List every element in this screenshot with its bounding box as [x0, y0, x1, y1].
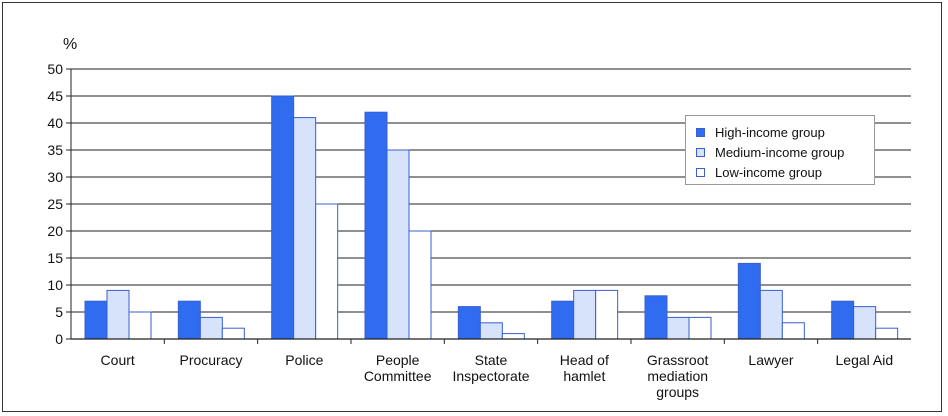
x-tick-label: State [475, 352, 508, 368]
y-tick-label: 40 [47, 115, 63, 131]
legend: High-income group Medium-income group Lo… [685, 115, 875, 185]
bar [386, 149, 410, 340]
bar [875, 327, 899, 340]
y-axis-ticks: 0 5 10 15 20 25 30 35 40 45 50 [47, 61, 72, 347]
bars [84, 95, 899, 340]
bar [177, 300, 201, 340]
legend-label-low: Low-income group [715, 164, 822, 180]
x-tick-label: Head of [560, 352, 609, 368]
bar [106, 289, 130, 340]
y-axis-label: % [63, 36, 77, 53]
x-tick-label: hamlet [563, 368, 605, 384]
y-tick-label: 10 [47, 277, 63, 293]
y-tick-label: 45 [47, 88, 63, 104]
x-tick-label: groups [656, 384, 699, 400]
legend-item-low: Low-income group [696, 162, 874, 182]
legend-label-high: High-income group [715, 124, 825, 140]
y-tick-label: 35 [47, 142, 63, 158]
chart-frame: % 0 5 10 15 20 25 30 35 40 45 50 Court Procuracy Pol… [2, 2, 942, 412]
legend-item-medium: Medium-income group [696, 142, 874, 162]
bar [364, 111, 388, 340]
bar [759, 289, 783, 340]
bar [666, 316, 690, 340]
bar [781, 322, 805, 340]
y-tick-label: 30 [47, 169, 63, 185]
x-tick-label: Court [101, 352, 135, 368]
bar [688, 316, 712, 340]
bar [831, 300, 855, 340]
y-tick-label: 50 [47, 61, 63, 77]
x-tick-label: mediation [647, 368, 708, 384]
bar [315, 203, 339, 340]
gridlines [71, 68, 911, 340]
y-tick-label: 5 [55, 304, 63, 320]
x-tick-label: Procuracy [179, 352, 242, 368]
bar [408, 230, 432, 340]
x-tick-label: Police [285, 352, 323, 368]
bar [853, 306, 877, 340]
x-tick-label: Lawyer [748, 352, 793, 368]
bar [551, 300, 575, 340]
bar [199, 316, 223, 340]
legend-item-high: High-income group [696, 122, 874, 142]
y-tick-label: 15 [47, 250, 63, 266]
bar [457, 306, 481, 340]
bar [128, 311, 152, 340]
legend-swatch-high [696, 127, 705, 137]
legend-swatch-medium [696, 147, 705, 157]
bar [293, 117, 317, 340]
bar [501, 333, 525, 340]
x-tick-label: Committee [364, 368, 432, 384]
y-tick-label: 25 [47, 196, 63, 212]
legend-label-medium: Medium-income group [715, 144, 845, 160]
bar-chart: % 0 5 10 15 20 25 30 35 40 45 50 Court Procuracy Pol… [47, 36, 911, 400]
bar [595, 289, 619, 340]
bar [479, 322, 503, 340]
bar [644, 295, 668, 340]
bar [84, 300, 108, 340]
y-tick-label: 0 [55, 331, 63, 347]
bar [737, 262, 761, 340]
x-tick-label: Legal Aid [836, 352, 894, 368]
x-tick-label: Grassroot [647, 352, 709, 368]
x-tick-label: People [376, 352, 420, 368]
legend-swatch-low [696, 167, 705, 177]
bar [221, 327, 245, 340]
y-tick-label: 20 [47, 223, 63, 239]
bar [573, 289, 597, 340]
bar [271, 95, 295, 340]
x-tick-label: Inspectorate [452, 368, 529, 384]
